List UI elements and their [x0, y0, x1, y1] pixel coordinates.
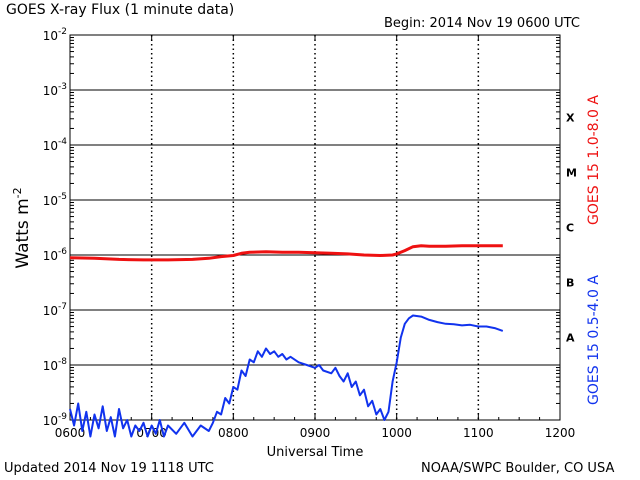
y-tick-label: 10-8: [43, 357, 68, 373]
y-tick-label-exponent: -5: [58, 192, 67, 202]
series-line-short-wavelength: [69, 314, 504, 438]
x-tick-label: 0600: [55, 426, 86, 440]
y-tick-label-exponent: -7: [58, 302, 67, 312]
x-axis-label: Universal Time: [267, 445, 364, 460]
y-axis-ticks: 10-910-810-710-610-510-410-310-2: [43, 27, 560, 428]
y-tick-label-exponent: -6: [58, 247, 67, 257]
series-line-long-wavelength: [69, 244, 503, 262]
x-tick-label: 1200: [545, 426, 576, 440]
x-axis-ticks: 0600 0700 0800 0900 1000 1100 1200: [55, 35, 576, 440]
y-tick-label: 10-5: [43, 192, 67, 208]
flare-class-labels: A B C M X: [566, 112, 577, 345]
series-label-blue: GOES 15 0.5-4.0 A: [586, 275, 602, 405]
y-tick-label: 10-4: [43, 137, 68, 153]
y-tick-label-exponent: -9: [58, 412, 67, 422]
x-tick-label: 0700: [136, 426, 167, 440]
begin-time-label: Begin: 2014 Nov 19 0600 UTC: [384, 16, 580, 31]
x-tick-label: 1000: [381, 426, 412, 440]
y-tick-label-exponent: -2: [58, 27, 67, 37]
y-tick-label: 10-7: [43, 302, 67, 318]
series-label-red: GOES 15 1.0-8.0 A: [586, 95, 602, 225]
y-tick-label-base: 10: [43, 359, 58, 373]
y-tick-label-base: 10: [43, 29, 58, 43]
y-tick-label-base: 10: [43, 414, 58, 428]
y-axis-label-base: Watts m: [13, 198, 33, 268]
y-tick-label-base: 10: [43, 194, 58, 208]
y-tick-label: 10-6: [43, 247, 68, 263]
y-tick-label-base: 10: [43, 84, 58, 98]
x-tick-label: 0800: [218, 426, 249, 440]
flare-class-label: B: [566, 277, 574, 290]
x-tick-label: 0900: [300, 426, 331, 440]
series-lines: [69, 244, 504, 438]
y-tick-label-base: 10: [43, 139, 58, 153]
flare-class-label: A: [566, 332, 575, 345]
grid-lines: [70, 35, 560, 420]
updated-timestamp: Updated 2014 Nov 19 1118 UTC: [4, 461, 214, 476]
flare-class-label: X: [566, 112, 575, 125]
y-tick-label-exponent: -3: [58, 82, 67, 92]
flare-class-label: M: [566, 167, 577, 180]
credit-label: NOAA/SWPC Boulder, CO USA: [421, 461, 615, 476]
y-tick-label-base: 10: [43, 249, 58, 263]
x-tick-label: 1100: [463, 426, 494, 440]
y-tick-label: 10-3: [43, 82, 67, 98]
y-axis-label: Watts m-2: [11, 187, 33, 268]
y-axis-label-exponent: -2: [11, 187, 24, 198]
flare-class-label: C: [566, 222, 574, 235]
y-tick-label-exponent: -4: [58, 137, 67, 147]
plot-frame: [69, 34, 561, 421]
y-tick-label: 10-9: [43, 412, 68, 428]
y-tick-label: 10-2: [43, 27, 67, 43]
y-tick-label-exponent: -8: [58, 357, 67, 367]
chart-title: GOES X-ray Flux (1 minute data): [6, 2, 235, 18]
y-tick-label-base: 10: [43, 304, 58, 318]
